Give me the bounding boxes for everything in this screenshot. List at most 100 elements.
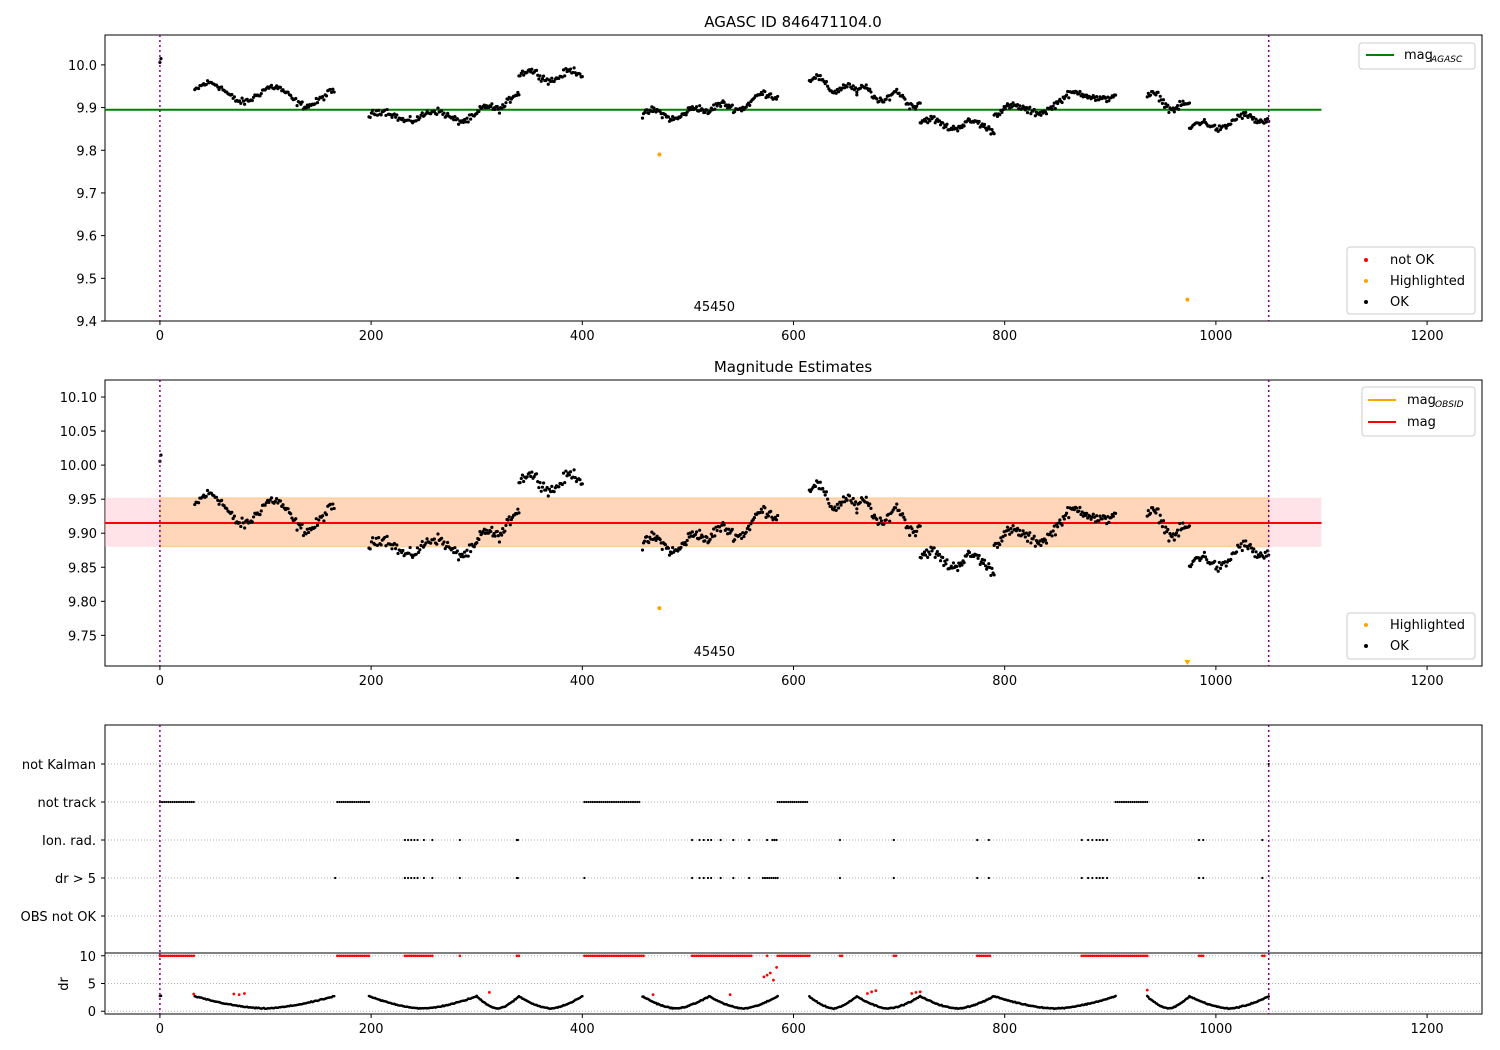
flag-point [771, 838, 774, 842]
ok-point [1234, 550, 1239, 554]
panel-magnitude-estimates: Magnitude Estimates 45450 0 200 400 600 800 10… [60, 358, 1483, 689]
ok-point [529, 474, 533, 478]
flag-point [583, 800, 586, 804]
agasc-xtick-label-1000: 1000 [1199, 329, 1232, 344]
ok-point [748, 528, 752, 532]
ok-point [877, 521, 881, 525]
ok-point [759, 507, 763, 511]
ok-point [1265, 117, 1270, 121]
dr-red-point [803, 954, 807, 958]
ok-point [537, 485, 541, 490]
ok-point [508, 100, 512, 104]
ok-point [522, 73, 526, 77]
ok-point [645, 534, 649, 539]
legend-not-ok-label: not OK [1390, 253, 1435, 268]
ok-point [259, 509, 263, 513]
ok-point [534, 472, 539, 476]
dr-ok-point [776, 994, 779, 998]
ok-point [258, 94, 262, 98]
legend-not-ok-marker [1364, 258, 1368, 262]
ok-point [304, 532, 308, 536]
ok-point [1175, 528, 1180, 532]
ok-point [925, 548, 929, 552]
ok-point [990, 566, 994, 570]
ok-point [1062, 517, 1066, 521]
flag-point [773, 838, 776, 842]
ok-point [955, 126, 959, 131]
ok-point [250, 520, 254, 524]
flag-point [1091, 838, 1094, 842]
ok-point [818, 73, 822, 78]
ok-point [237, 99, 242, 103]
dr-red-point [789, 954, 792, 958]
ok-point [746, 524, 751, 528]
flag-point [1202, 838, 1205, 842]
ok-point [1044, 112, 1049, 116]
dr-red-point [183, 954, 187, 958]
ok-point [1178, 99, 1182, 104]
ok-point [239, 101, 243, 105]
flag-point [1137, 800, 1140, 804]
ok-point [545, 485, 549, 490]
ok-point [878, 516, 882, 520]
ok-point [1213, 559, 1217, 563]
ok-point [955, 564, 959, 569]
dr-red-point [348, 954, 352, 958]
flag-point [1135, 800, 1138, 804]
agasc-ytick-label-9.9: 9.9 [76, 102, 97, 117]
dr-red-point [1093, 954, 1096, 958]
ok-point [267, 500, 271, 505]
flag-point [706, 876, 710, 880]
dr-red-point [793, 954, 796, 958]
ok-point [314, 96, 318, 101]
flag-point [406, 838, 410, 842]
agasc-ytick-label-9.4: 9.4 [76, 315, 97, 330]
dr-red-point [346, 954, 350, 958]
flag-point [623, 800, 626, 804]
agasc-ytick-label-9.5: 9.5 [76, 272, 97, 287]
flag-point [804, 800, 807, 804]
dr-red-point [1103, 954, 1107, 958]
ok-point [158, 60, 162, 65]
ok-point [1028, 105, 1032, 109]
ok-point [1003, 107, 1007, 111]
dr-ok-point [1267, 995, 1270, 998]
flag-point [1106, 838, 1109, 842]
dr-red-point [984, 954, 987, 958]
dr-red-point [181, 954, 185, 958]
ok-point [962, 560, 966, 565]
dr-red-point [1097, 954, 1100, 958]
flag-point [1129, 800, 1132, 804]
ok-point [1032, 534, 1036, 538]
ok-point [758, 510, 762, 515]
flag-label-not-kalman: not Kalman [22, 758, 96, 773]
ok-point [395, 113, 399, 117]
ok-point [1223, 123, 1227, 128]
ok-point [415, 115, 420, 119]
panel-dr: 0 5 10 dr 0 200 400 600 800 1000 1200 [57, 950, 1483, 1037]
dr-red-point [701, 954, 704, 958]
ok-point [496, 534, 500, 538]
ok-point [918, 524, 922, 528]
ok-point [230, 510, 234, 514]
ok-point [374, 109, 378, 113]
legend-ok-label: OK [1390, 295, 1409, 310]
dr-red-point [633, 954, 637, 958]
ok-point [730, 527, 734, 531]
ok-point [1262, 556, 1266, 560]
flag-point [706, 838, 710, 842]
flag-point [732, 838, 735, 842]
dr-red-point [986, 954, 990, 958]
flag-point [801, 800, 805, 804]
dr-red-point [784, 954, 788, 958]
flag-point [585, 800, 588, 804]
highlighted-point [657, 606, 662, 611]
ok-point [1018, 528, 1022, 533]
ok-point [752, 516, 756, 520]
ok-point [719, 529, 723, 533]
dr-red-point [782, 954, 786, 958]
ok-point [1074, 506, 1079, 510]
flag-point [617, 800, 620, 804]
ok-point [663, 543, 667, 547]
ok-point [541, 74, 546, 78]
